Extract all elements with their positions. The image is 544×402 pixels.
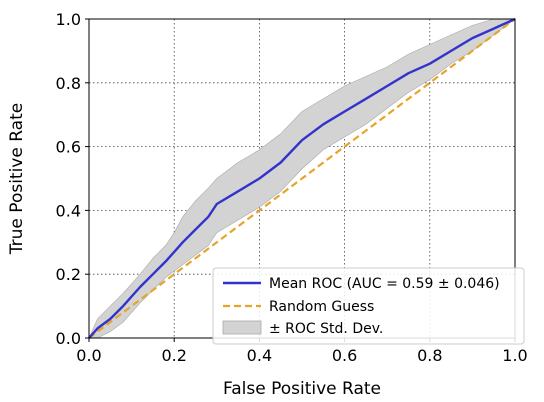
x-tick-label: 0.2 [161, 346, 186, 365]
mean-roc-line [88, 17, 516, 339]
x-tick-label: 0.8 [417, 346, 442, 365]
series-lines-layer [88, 17, 516, 339]
y-tick-label: 1.0 [56, 10, 81, 29]
y-axis-label: True Positive Rate [7, 103, 27, 255]
legend-random-guess-label: Random Guess [269, 299, 374, 315]
x-axis-label: False Positive Rate [223, 379, 381, 399]
y-tick-label: 0.6 [56, 138, 81, 157]
tick-labels: 0.0 0.2 0.4 0.6 0.8 1.0 0.0 0.2 0.4 0.6 0.8 1.0 [56, 10, 528, 365]
y-tick-label: 0.2 [56, 265, 81, 284]
legend-std-dev-label: ± ROC Std. Dev. [269, 321, 383, 337]
legend-mean-roc-label: Mean ROC (AUC = 0.59 ± 0.046) [269, 276, 500, 292]
legend-std-dev-swatch [222, 320, 262, 335]
legend-box [212, 267, 525, 345]
x-tick-label: 0.4 [247, 346, 272, 365]
random-guess-line [88, 18, 516, 339]
y-tick-label: 0.0 [56, 329, 81, 348]
y-tick-label: 0.8 [56, 74, 81, 93]
y-tick-label: 0.4 [56, 201, 81, 220]
x-tick-label: 1.0 [502, 346, 527, 365]
legend: Mean ROC (AUC = 0.59 ± 0.046) Random Gue… [212, 267, 525, 345]
x-tick-label: 0.0 [76, 346, 101, 365]
x-tick-label: 0.6 [332, 346, 357, 365]
